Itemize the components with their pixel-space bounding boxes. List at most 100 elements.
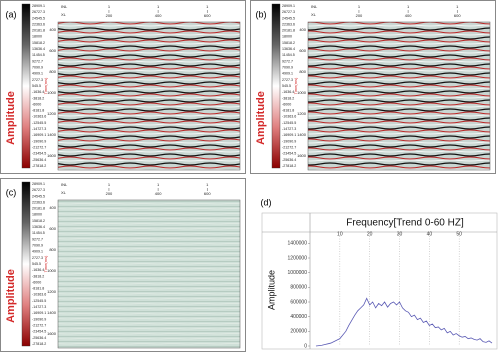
chart-title: Frequency[Trend 0-60 HZ] — [346, 218, 464, 229]
time-tick-label: 800 — [49, 247, 56, 252]
colorbar-tick-label: 15818.2 — [32, 41, 45, 45]
colorbar-tick-label: 4909.1 — [32, 250, 43, 254]
colorbar-tick-label: 28909.1 — [32, 182, 45, 186]
colorbar-tick-label: 20181.8 — [282, 29, 295, 33]
colorbar-tick-label: 24545.5 — [32, 16, 45, 20]
time-tick-label: 400 — [299, 27, 306, 32]
colorbar-tick-label: 545.5 — [32, 84, 41, 88]
amplitude-label: Amplitude — [5, 91, 17, 145]
x-tick-label: 50 — [456, 231, 462, 237]
colorbar-tick-label: 2727.3 — [282, 78, 293, 82]
time-tick-label: 1000 — [47, 268, 57, 273]
time-tick-label: 1600 — [47, 153, 57, 158]
colorbar-tick-label: 18000 — [32, 213, 42, 217]
time-tick-label: 1400 — [47, 132, 57, 137]
colorbar-tick-label: 11454.5 — [282, 53, 295, 57]
colorbar-tick-label: -8181.8 — [32, 287, 44, 291]
seismic-image — [57, 199, 241, 349]
colorbar-tick-label: -27818.2 — [32, 164, 46, 168]
colorbar-tick-label: 13636.4 — [32, 47, 45, 51]
colorbar-tick-label: 28909.1 — [32, 4, 45, 8]
colorbar-tick-label: 4909.1 — [32, 72, 43, 76]
colorbar-tick-label: 20181.8 — [32, 29, 45, 33]
y-tick-label: 200000 — [290, 329, 307, 335]
colorbar-tick-label: 15818.2 — [32, 219, 45, 223]
x-tick-label: 20 — [367, 231, 373, 237]
colorbar-tick-label: -3818.2 — [32, 96, 44, 100]
time-label: Time(ms) — [43, 77, 48, 94]
inl-label: INL — [61, 182, 68, 187]
colorbar-tick-label: -6000 — [282, 102, 291, 106]
colorbar-tick-label: 2727.3 — [32, 78, 43, 82]
colorbar-tick-label: 22363.6 — [282, 22, 295, 26]
colorbar-tick-label: 26727.3 — [32, 10, 45, 14]
time-tick-label: 1400 — [297, 132, 307, 137]
y-tick-label: 0 — [304, 343, 307, 349]
time-label: Time(ms) — [293, 77, 298, 94]
amplitude-label: Amplitude — [255, 91, 267, 145]
colorbar-tick-label: 4909.1 — [282, 72, 293, 76]
colorbar-tick-label: -1636.4 — [282, 90, 294, 94]
xl-tick-label: 600 — [454, 13, 461, 18]
amplitude-label: Amplitude — [5, 269, 17, 323]
inl-tick-label: 1 — [108, 4, 111, 9]
panel-label: (d) — [261, 197, 272, 207]
x-tick-label: 30 — [397, 231, 403, 237]
time-tick-label: 1000 — [297, 90, 307, 95]
colorbar-tick-label: 7090.9 — [32, 243, 43, 247]
colorbar-tick-label: -6000 — [32, 102, 41, 106]
y-tick-label: 1200000 — [288, 255, 308, 261]
inl-tick-label: 1 — [206, 182, 209, 187]
colorbar-tick-label: -23454.5 — [32, 330, 46, 334]
y-axis-label: Amplitude — [266, 270, 276, 310]
inl-tick-label: 1 — [206, 4, 209, 9]
colorbar-tick-label: -21272.7 — [282, 145, 296, 149]
time-tick-label: 800 — [299, 69, 306, 74]
xl-label: XL — [311, 12, 317, 17]
colorbar — [271, 3, 281, 169]
colorbar-tick-label: 11454.5 — [32, 53, 45, 57]
panel-label: (a) — [6, 9, 17, 19]
panel-label: (b) — [256, 9, 267, 19]
y-tick-label: 800000 — [290, 285, 307, 291]
y-tick-label: 1000000 — [288, 270, 308, 276]
colorbar-tick-label: 7090.9 — [32, 65, 43, 69]
time-tick-label: 600 — [49, 48, 56, 53]
colorbar-tick-label: 9272.7 — [32, 59, 43, 63]
inl-tick-label: 1 — [157, 4, 160, 9]
y-tick-label: 400000 — [290, 314, 307, 320]
inl-tick-label: 1 — [456, 4, 459, 9]
time-tick-label: 1200 — [297, 111, 307, 116]
colorbar-tick-label: -12545.5 — [32, 299, 46, 303]
colorbar-tick-label: -1636.4 — [32, 90, 44, 94]
colorbar-tick-label: -8181.8 — [282, 109, 294, 113]
colorbar-tick-label: 11454.5 — [32, 231, 45, 235]
colorbar-tick-label: -23454.5 — [282, 152, 296, 156]
time-tick-label: 1600 — [297, 153, 307, 158]
colorbar-tick-label: 22363.6 — [32, 22, 45, 26]
seismic-image — [307, 21, 491, 171]
xl-tick-label: 400 — [155, 13, 162, 18]
colorbar-tick-label: 13636.4 — [32, 225, 45, 229]
xl-tick-label: 200 — [356, 13, 363, 18]
colorbar-tick-label: -14727.3 — [32, 127, 46, 131]
colorbar-tick-label: -19090.9 — [282, 139, 296, 143]
colorbar-tick-label: -19090.9 — [32, 139, 46, 143]
x-tick-label: 10 — [337, 231, 343, 237]
colorbar-tick-label: -21272.7 — [32, 145, 46, 149]
xl-tick-label: 200 — [106, 13, 113, 18]
colorbar-tick-label: 15818.2 — [282, 41, 295, 45]
time-tick-label: 600 — [49, 226, 56, 231]
colorbar-tick-label: 7090.9 — [282, 65, 293, 69]
chart-frame — [261, 212, 498, 350]
colorbar-tick-label: -14727.3 — [32, 305, 46, 309]
colorbar-tick-label: 22363.6 — [32, 200, 45, 204]
colorbar-tick-label: -16909.1 — [282, 133, 296, 137]
colorbar-tick-label: -27818.2 — [32, 342, 46, 346]
inl-tick-label: 1 — [157, 182, 160, 187]
colorbar-tick-label: 18000 — [282, 35, 292, 39]
colorbar-tick-label: -27818.2 — [282, 164, 296, 168]
xl-tick-label: 400 — [405, 13, 412, 18]
colorbar-tick-label: -3818.2 — [282, 96, 294, 100]
